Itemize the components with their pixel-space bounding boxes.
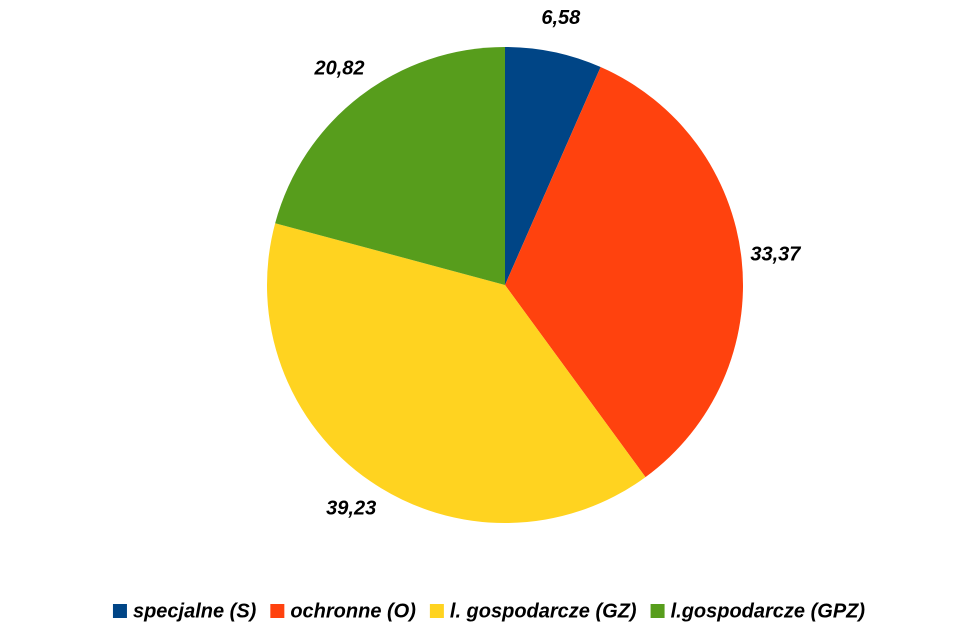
legend-label: specjalne (S)	[133, 600, 257, 622]
legend-swatch	[112, 604, 127, 618]
data-label: 33,37	[750, 244, 801, 266]
pie-slice	[505, 67, 744, 478]
pie-slice	[505, 47, 601, 285]
data-label: 39,23	[326, 498, 376, 520]
legend-swatch	[270, 604, 285, 618]
legend-swatch	[429, 604, 444, 618]
pie-slice	[267, 223, 646, 523]
legend-swatch	[650, 604, 665, 618]
data-label: 6,58	[541, 7, 581, 29]
legend-label: l.gospodarcze (GPZ)	[671, 600, 866, 622]
data-label: 20,82	[313, 57, 364, 79]
legend-label: l. gospodarcze (GZ)	[450, 600, 637, 622]
legend-label: ochronne (O)	[290, 600, 416, 622]
pie-slice	[275, 47, 505, 285]
